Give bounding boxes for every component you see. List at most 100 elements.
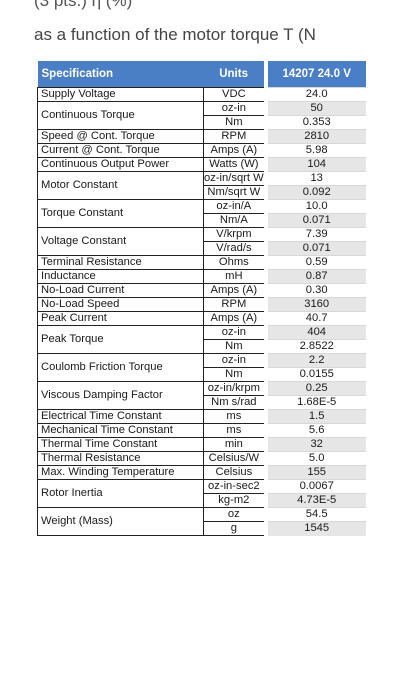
table-row: Viscous Damping Factor oz-in/krpm 0.25 — [37, 381, 366, 410]
unit-cell: VDC — [202, 87, 267, 102]
spec-name-cell: Max. Winding Temperature — [37, 465, 204, 480]
table-row: V/rad/s 0.071 — [38, 241, 366, 256]
spec-name-cell: No-Load Speed — [37, 297, 204, 312]
table-row: Weight (Mass) oz 54.5 — [37, 507, 366, 536]
units-column-header: Units — [203, 61, 266, 88]
unit-cell: ms — [202, 423, 267, 438]
table-row: Peak Torque oz-in 404 — [37, 325, 366, 354]
spec-name-cell: Terminal Resistance — [37, 255, 204, 270]
spec-name-cell: Motor Constant — [37, 171, 204, 200]
value-cell: 0.30 — [263, 283, 366, 298]
value-cell: 40.7 — [263, 311, 366, 326]
unit-cell: oz-in-sec2 — [202, 479, 267, 494]
table-row: Nm/A 0.071 — [38, 213, 366, 228]
value-cell: 54.5 — [263, 507, 366, 522]
table-row: Nm 0.0155 — [38, 367, 366, 382]
unit-cell: oz-in/krpm — [202, 381, 267, 396]
table-row: No-Load Current Amps (A) 0.30 — [37, 283, 366, 298]
unit-cell: Ohms — [202, 255, 267, 270]
value-cell: 2.8522 — [263, 339, 366, 354]
value-cell: 10.0 — [263, 199, 366, 214]
table-row: No-Load Speed RPM 3160 — [37, 297, 366, 312]
value-cell: 0.25 — [263, 381, 366, 396]
spec-name-cell: Weight (Mass) — [37, 507, 204, 536]
value-cell: 2810 — [263, 129, 366, 144]
spec-name-cell: No-Load Current — [37, 283, 204, 298]
table-row: Continuous Torque oz-in 50 — [37, 101, 366, 130]
value-cell: 2.2 — [263, 353, 366, 368]
value-cell: 104 — [263, 157, 366, 172]
table-row: Motor Constant oz-in/sqrt W 13 — [37, 171, 366, 200]
value-cell: 32 — [263, 437, 366, 452]
table-row: Inductance mH 0.87 — [37, 269, 366, 284]
value-cell: 1545 — [263, 521, 366, 536]
unit-cell: Celsius/W — [202, 451, 267, 466]
table-row: Electrical Time Constant ms 1.5 — [37, 409, 366, 424]
value-cell: 5.0 — [263, 451, 366, 466]
unit-cell: mH — [202, 269, 267, 284]
unit-cell: Celsius — [202, 465, 267, 480]
unit-cell: oz-in/A — [202, 199, 267, 214]
question-prompt-text: as a function of the motor torque T (N — [34, 25, 316, 44]
spec-name-cell: Peak Current — [37, 311, 204, 326]
spec-name-cell: Supply Voltage — [37, 87, 204, 102]
table-row: Nm 2.8522 — [38, 339, 366, 354]
unit-cell: RPM — [202, 129, 267, 144]
unit-cell: Amps (A) — [202, 143, 267, 158]
value-cell: 0.071 — [263, 241, 366, 256]
spec-name-cell: Continuous Torque — [37, 101, 204, 130]
spec-name-cell: Speed @ Cont. Torque — [37, 129, 204, 144]
value-cell: 0.0155 — [263, 367, 366, 382]
spec-name-cell: Thermal Resistance — [37, 451, 204, 466]
unit-cell: Nm — [202, 367, 267, 382]
unit-cell: Nm — [202, 339, 267, 354]
unit-cell: Watts (W) — [202, 157, 267, 172]
value-cell: 0.092 — [263, 185, 366, 200]
table-row: Current @ Cont. Torque Amps (A) 5.98 — [37, 143, 366, 158]
table-row: Rotor Inertia oz-in-sec2 0.0067 — [37, 479, 366, 508]
unit-cell: Nm/sqrt W — [202, 185, 267, 200]
table-row: Torque Constant oz-in/A 10.0 — [37, 199, 366, 228]
value-cell: 0.353 — [263, 115, 366, 130]
specification-column-header: Specification — [37, 61, 204, 88]
table-row: g 1545 — [38, 521, 366, 536]
unit-cell: V/krpm — [202, 227, 267, 242]
table-row: Continuous Output Power Watts (W) 104 — [37, 157, 366, 172]
value-cell: 4.73E-5 — [263, 493, 366, 508]
table-row: Nm 0.353 — [38, 115, 366, 130]
value-cell: 404 — [263, 325, 366, 340]
unit-cell: Amps (A) — [202, 283, 267, 298]
table-row: Coulomb Friction Torque oz-in 2.2 — [37, 353, 366, 382]
spec-name-cell: Continuous Output Power — [37, 157, 204, 172]
unit-cell: oz-in — [202, 325, 267, 340]
value-cell: 0.59 — [263, 255, 366, 270]
unit-cell: kg-m2 — [202, 493, 267, 508]
value-cell: 0.071 — [263, 213, 366, 228]
unit-cell: ms — [202, 409, 267, 424]
table-row: Thermal Resistance Celsius/W 5.0 — [37, 451, 366, 466]
value-cell: 1.68E-5 — [263, 395, 366, 410]
table-row: Max. Winding Temperature Celsius 155 — [37, 465, 366, 480]
unit-cell: g — [202, 521, 267, 536]
table-row: Thermal Time Constant min 32 — [37, 437, 366, 452]
spec-name-cell: Electrical Time Constant — [37, 409, 204, 424]
value-cell: 7.39 — [263, 227, 366, 242]
table-row: Terminal Resistance Ohms 0.59 — [37, 255, 366, 270]
table-header-row: Specification Units 14207 24.0 V — [37, 61, 366, 88]
spec-name-cell: Torque Constant — [37, 199, 204, 228]
table-row: Peak Current Amps (A) 40.7 — [37, 311, 366, 326]
value-cell: 0.87 — [263, 269, 366, 284]
spec-name-cell: Current @ Cont. Torque — [37, 143, 204, 158]
spec-name-cell: Viscous Damping Factor — [37, 381, 204, 410]
table-row: Voltage Constant V/krpm 7.39 — [37, 227, 366, 256]
value-cell: 0.0067 — [263, 479, 366, 494]
spec-name-cell: Coulomb Friction Torque — [37, 353, 204, 382]
unit-cell: RPM — [202, 297, 267, 312]
unit-cell: Nm/A — [202, 213, 267, 228]
table-row: Speed @ Cont. Torque RPM 2810 — [37, 129, 366, 144]
unit-cell: oz — [202, 507, 267, 522]
table-row: Nm/sqrt W 0.092 — [38, 185, 366, 200]
spec-name-cell: Voltage Constant — [37, 227, 204, 256]
value-column-header: 14207 24.0 V — [263, 61, 366, 88]
spec-name-cell: Peak Torque — [37, 325, 204, 354]
